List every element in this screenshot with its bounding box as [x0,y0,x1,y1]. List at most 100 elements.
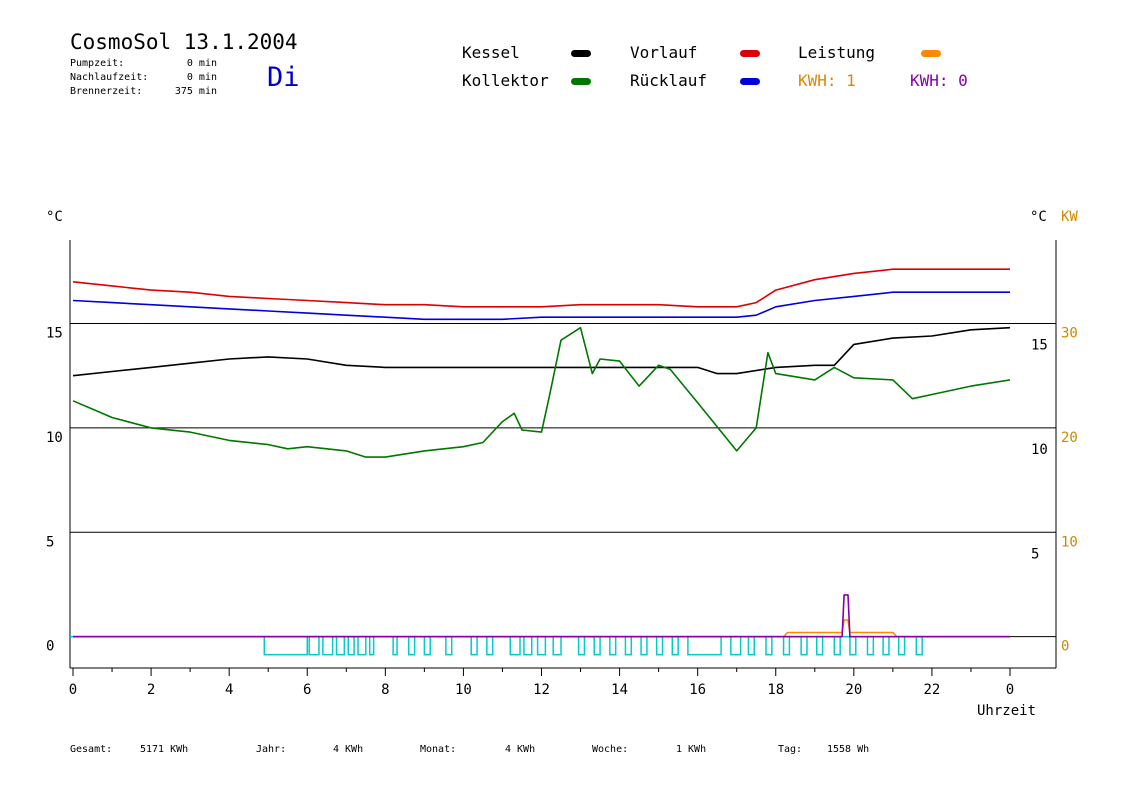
kwh-label-1: KWH: 1 [798,71,856,90]
burner-interval-23 [671,635,679,656]
legend-label-vorlauf: Vorlauf [630,43,698,62]
series-line-pumpe [73,594,1010,638]
burner-interval-33 [866,635,875,656]
legend-swatch-kessel [571,50,591,57]
x-tick-label-5: 10 [455,682,472,698]
burner-interval-31 [833,635,841,656]
burner-interval-13 [509,635,521,656]
stat-label-nachlaufzeit: Nachlaufzeit: [70,72,149,83]
y-right-tick-label-15: 15 [1031,338,1048,354]
burner-interval-0 [263,635,309,656]
x-tick-label-8: 16 [689,682,706,698]
y-left-tick-label-0: 0 [46,639,54,655]
burner-interval-19 [609,635,617,656]
burner-interval-7 [392,635,398,656]
footer-label-monat: Monat: [420,744,457,755]
kwh-label-2: KWH: 0 [910,71,968,90]
burner-interval-14 [523,635,533,656]
y2-unit: KW [1061,209,1078,225]
burner-interval-12 [486,635,494,656]
burner-interval-30 [815,635,824,656]
page-title: CosmoSol 13.1.2004 [70,30,298,54]
y2-tick-label-20: 20 [1061,430,1078,446]
legend-swatch-kollektor [571,78,591,85]
footer-value-gesamt: 5171 KWh [140,744,189,755]
weekday-label: Di [267,62,300,93]
burner-interval-6 [368,635,375,656]
x-tick-label-1: 2 [147,682,155,698]
stat-label-pumpzeit: Pumpzeit: [70,58,125,69]
burner-interval-36 [915,635,923,656]
burner-interval-1 [308,635,320,656]
burner-interval-3 [335,635,346,656]
y-right-unit: °C [1030,209,1047,225]
burner-interval-15 [536,635,547,656]
y-left-unit: °C [46,209,63,225]
burner-interval-4 [347,635,355,656]
x-tick-label-12: 0 [1006,682,1014,698]
burner-interval-16 [552,635,562,656]
series-line-r-cklauf [72,291,1010,321]
burner-interval-29 [800,635,808,656]
footer-label-tag: Tag: [778,744,803,755]
legend-label-kollektor: Kollektor [462,71,549,90]
x-tick-label-2: 4 [225,682,233,698]
footer-label-gesamt: Gesamt: [70,744,113,755]
burner-interval-22 [655,635,664,656]
burner-interval-17 [577,635,586,656]
burner-interval-9 [423,635,431,656]
y-left-tick-label-5: 5 [46,534,54,550]
x-tick-label-3: 6 [303,682,311,698]
footer-value-jahr: 4 KWh [333,744,364,755]
legend-swatch-leistung [921,50,941,57]
burner-interval-10 [445,635,453,656]
y2-tick-label-30: 30 [1061,326,1078,342]
stat-value-nachlaufzeit: 0 min [186,72,217,83]
footer-value-tag: 1558 Wh [827,744,870,755]
y-left-tick-label-15: 15 [46,326,63,342]
series-line-kollektor [72,326,1011,458]
y-left-tick-label-10: 10 [46,430,63,446]
stat-label-brennerzeit: Brennerzeit: [70,86,143,97]
burner-interval-20 [624,635,633,656]
y2-tick-label-10: 10 [1061,534,1078,550]
burner-interval-32 [849,635,857,656]
series-line-kessel [72,326,1011,377]
burner-interval-8 [408,635,416,656]
y-right-tick-label-10: 10 [1031,442,1048,458]
legend-label-leistung: Leistung [798,43,876,62]
x-tick-label-9: 18 [767,682,784,698]
legend-label-ruecklauf: Rücklauf [630,71,708,90]
burner-interval-18 [593,635,601,656]
legend-label-kessel: Kessel [462,43,520,62]
footer-label-jahr: Jahr: [256,744,287,755]
burner-interval-28 [782,635,791,656]
x-tick-label-7: 14 [611,682,628,698]
footer-value-monat: 4 KWh [505,744,536,755]
footer-value-woche: 1 KWh [676,744,707,755]
x-tick-label-4: 8 [381,682,389,698]
legend-swatch-vorlauf [740,50,760,57]
legend-swatch-ruecklauf [740,78,760,85]
burner-interval-35 [897,635,906,656]
stat-value-pumpzeit: 0 min [186,58,217,69]
x-tick-label-6: 12 [533,682,550,698]
stat-value-brennerzeit: 375 min [174,86,217,97]
x-tick-label-0: 0 [69,682,77,698]
burner-interval-27 [765,635,773,656]
x-tick-label-11: 22 [923,682,940,698]
burner-interval-24 [687,635,722,656]
burner-interval-5 [357,635,367,656]
burner-interval-25 [730,635,742,656]
x-axis-label: Uhrzeit [977,703,1036,719]
series-line-leistung [73,619,1010,638]
y-right-tick-label-5: 5 [1031,546,1039,562]
y2-tick-label-0: 0 [1061,639,1069,655]
footer-label-woche: Woche: [592,744,629,755]
burner-interval-34 [882,635,890,656]
burner-interval-21 [640,635,648,656]
burner-interval-11 [470,635,478,656]
series-line-vorlauf [72,268,1010,308]
x-tick-label-10: 20 [845,682,862,698]
